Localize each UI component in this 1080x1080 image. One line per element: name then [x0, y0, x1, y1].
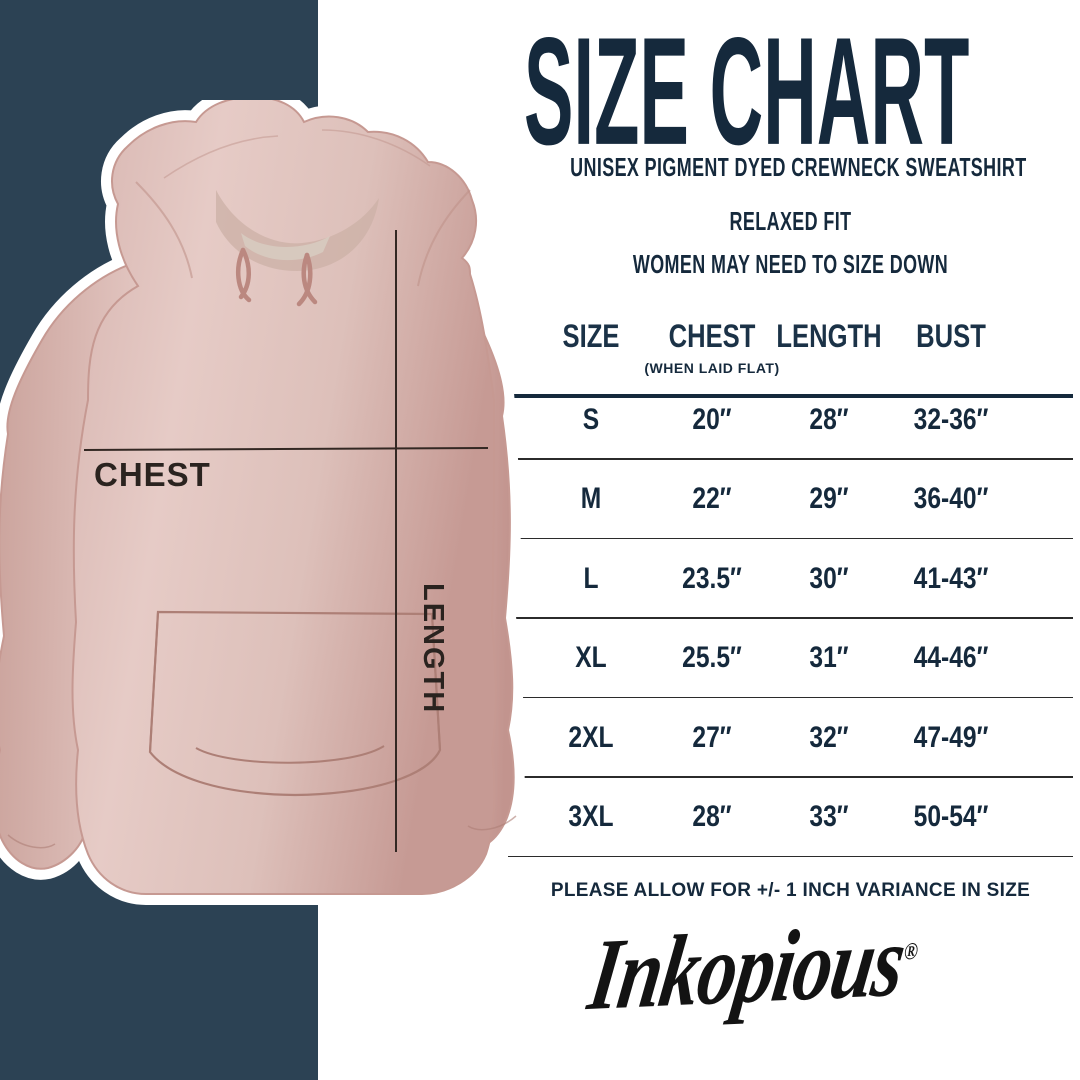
svg-text:CHEST: CHEST — [94, 456, 211, 493]
svg-text:LENGTH: LENGTH — [417, 583, 449, 714]
